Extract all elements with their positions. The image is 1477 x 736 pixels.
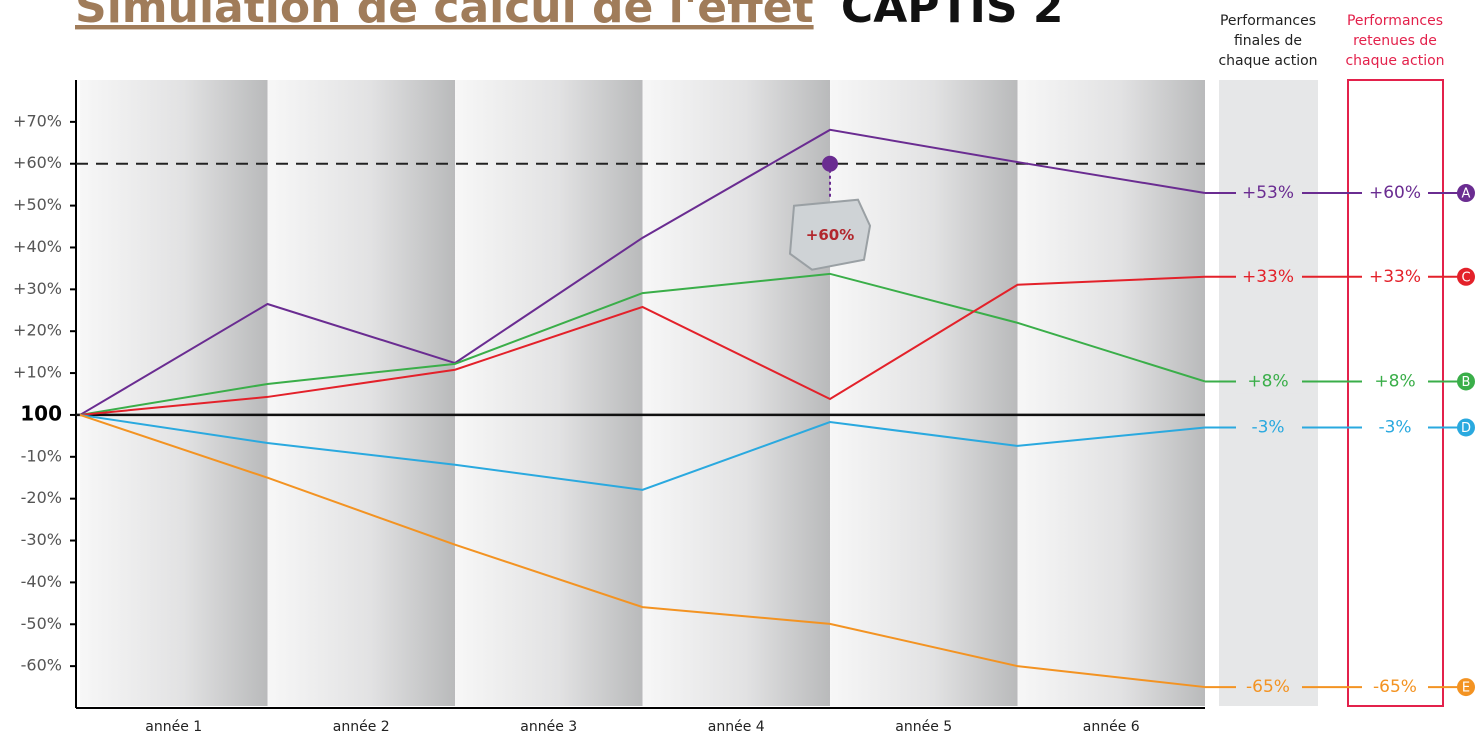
title-highlight: CAPTIS 2: [841, 0, 1064, 33]
band: [80, 80, 268, 706]
annotation-label: +60%: [806, 226, 854, 244]
y-tick-label: +50%: [13, 195, 62, 214]
background: [80, 80, 1205, 706]
x-band-label: année 2: [333, 719, 390, 735]
column-header: finales de: [1234, 33, 1302, 49]
column-header: Performances: [1347, 13, 1443, 29]
final-label: +33%: [1242, 267, 1294, 287]
y-tick-label: +10%: [13, 363, 62, 382]
y-tick-label: +20%: [13, 321, 62, 340]
final-label: +8%: [1247, 371, 1288, 391]
final-label: -3%: [1251, 417, 1284, 437]
retained-label: -3%: [1378, 417, 1411, 437]
y-tick-label: -10%: [21, 446, 62, 465]
y-tick-label: -50%: [21, 614, 62, 633]
y-tick-label: 100: [20, 401, 62, 425]
x-band-label: année 4: [708, 719, 765, 735]
page: Simulation de calcul de l'effet CAPTIS 2…: [0, 0, 1477, 736]
retained-label: +8%: [1374, 371, 1415, 391]
series-name: A: [1462, 187, 1471, 202]
series-name: B: [1462, 375, 1471, 390]
band: [830, 80, 1018, 706]
x-band-label: année 5: [895, 719, 952, 735]
retained-label: -65%: [1373, 677, 1417, 697]
y-tick-label: +70%: [13, 111, 62, 130]
final-label: -65%: [1246, 677, 1290, 697]
band: [455, 80, 643, 706]
column-header: Performances: [1220, 13, 1316, 29]
y-tick-label: +30%: [13, 279, 62, 298]
series-name: C: [1461, 270, 1470, 285]
retained-label: +60%: [1369, 183, 1421, 203]
column-header: chaque action: [1218, 53, 1317, 69]
x-band-label: année 1: [145, 719, 202, 735]
series-name: D: [1461, 421, 1471, 436]
column-header: retenues de: [1353, 33, 1437, 49]
x-band-label: année 3: [520, 719, 577, 735]
final-label: +53%: [1242, 183, 1294, 203]
y-tick-label: -60%: [21, 656, 62, 675]
y-tick-label: +40%: [13, 237, 62, 256]
x-band-label: année 6: [1083, 719, 1140, 735]
y-tick-label: -40%: [21, 572, 62, 591]
band: [1018, 80, 1206, 706]
series-name: E: [1462, 681, 1470, 696]
chart: Simulation de calcul de l'effet CAPTIS 2…: [0, 0, 1477, 736]
annotation-dot: [822, 156, 838, 172]
title-main: Simulation de calcul de l'effet: [75, 0, 814, 33]
retained-label: +33%: [1369, 267, 1421, 287]
y-tick-label: -30%: [21, 530, 62, 549]
band: [643, 80, 831, 706]
column-header: chaque action: [1345, 53, 1444, 69]
y-tick-label: -20%: [21, 488, 62, 507]
y-tick-label: +60%: [13, 153, 62, 172]
chart-title: Simulation de calcul de l'effet CAPTIS 2: [75, 0, 1064, 33]
